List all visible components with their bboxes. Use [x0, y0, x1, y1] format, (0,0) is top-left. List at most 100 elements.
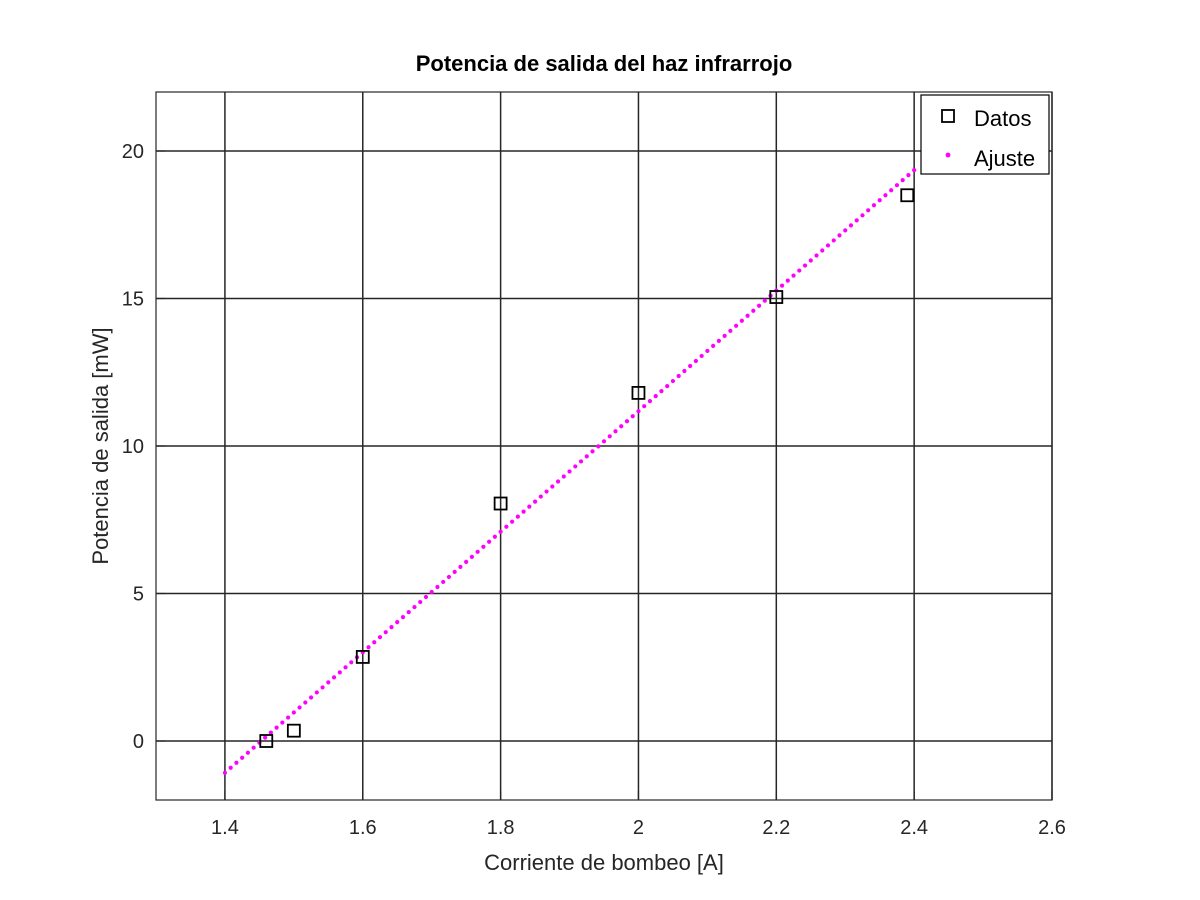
fit-point — [532, 499, 538, 504]
x-tick-label: 1.6 — [349, 817, 377, 839]
fit-point — [573, 464, 578, 469]
fit-point — [487, 539, 492, 544]
fit-point — [716, 338, 721, 343]
plot-area-frame — [155, 91, 1053, 801]
fit-point — [653, 394, 658, 399]
fit-point — [596, 444, 601, 449]
grid — [156, 92, 1053, 800]
x-axis-label: Corriente de bombeo [A] — [484, 850, 724, 875]
fit-point — [510, 519, 515, 524]
fit-point — [274, 725, 279, 730]
fit-series — [222, 168, 917, 775]
fit-point — [406, 609, 411, 615]
fit-point — [578, 459, 584, 464]
fit-point — [240, 755, 245, 760]
legend-box — [920, 94, 1050, 175]
fit-point — [699, 353, 704, 359]
data-series — [259, 188, 915, 748]
fit-point — [464, 559, 469, 564]
fit-point — [481, 544, 486, 549]
fit-point — [848, 223, 854, 228]
legend: Datos Ajuste — [920, 94, 1050, 175]
fit-point — [739, 318, 744, 323]
fit-point — [837, 233, 842, 238]
chart-title: Potencia de salida del haz infrarrojo — [416, 51, 793, 76]
fit-point — [802, 263, 808, 268]
fit-point — [492, 534, 497, 539]
fit-point — [779, 283, 785, 288]
data-point — [259, 734, 274, 748]
fit-point — [590, 449, 595, 454]
fit-point — [418, 599, 423, 605]
fit-point — [567, 469, 572, 474]
fit-point — [389, 625, 394, 630]
fit-point — [412, 604, 417, 610]
fit-point — [383, 630, 388, 635]
fit-point — [245, 750, 250, 755]
fit-point — [297, 705, 302, 710]
fit-point — [441, 579, 446, 585]
fit-point — [762, 298, 767, 303]
fit-point — [894, 183, 900, 188]
x-tick-label: 2 — [633, 817, 644, 839]
fit-point — [504, 524, 509, 529]
y-tick-label: 20 — [122, 141, 144, 163]
fit-point — [665, 383, 670, 389]
fit-point — [745, 313, 750, 318]
fit-point — [280, 720, 285, 725]
fit-point — [263, 735, 268, 740]
fit-point — [636, 409, 641, 414]
fit-point — [647, 399, 653, 404]
fit-point — [423, 594, 429, 600]
data-point — [286, 723, 301, 738]
fit-point — [814, 253, 819, 258]
fit-point — [469, 554, 474, 559]
fit-point — [550, 484, 555, 489]
fit-point — [268, 730, 273, 735]
fit-point — [613, 429, 618, 434]
fit-point — [877, 198, 882, 203]
y-tick-label: 0 — [133, 731, 144, 753]
legend-label-ajuste: Ajuste — [974, 146, 1035, 171]
fit-point — [314, 690, 319, 695]
fit-point — [377, 635, 383, 640]
fit-point — [400, 615, 406, 620]
fit-point — [791, 273, 796, 278]
fit-point — [337, 670, 342, 675]
fit-point — [538, 494, 543, 499]
fit-point — [584, 454, 589, 459]
fit-point — [326, 680, 331, 685]
fit-point — [843, 228, 848, 233]
x-tick-label: 2.2 — [762, 817, 790, 839]
fit-point — [889, 188, 894, 193]
fit-point — [630, 414, 635, 419]
fit-point — [343, 665, 348, 670]
fit-point — [883, 193, 888, 198]
fit-point — [544, 489, 549, 494]
fit-point — [308, 695, 314, 700]
fit-point — [366, 645, 371, 650]
fit-point — [234, 760, 239, 765]
fit-point — [711, 343, 716, 348]
fit-point — [527, 504, 532, 509]
fit-point — [395, 620, 400, 625]
fit-point — [251, 745, 256, 750]
x-tick-label: 2.4 — [900, 817, 928, 839]
y-axis-label: Potencia de salida [mW] — [88, 327, 113, 564]
fit-point — [912, 168, 917, 173]
fit-point — [286, 715, 291, 720]
fit-point — [797, 268, 802, 273]
fit-point — [624, 419, 630, 424]
y-tick-label: 15 — [122, 289, 144, 311]
fit-point — [303, 700, 308, 705]
x-tick-label: 2.6 — [1038, 817, 1066, 839]
fit-point — [561, 474, 566, 479]
fit-point — [831, 238, 836, 243]
fit-point — [693, 358, 698, 364]
data-point — [355, 650, 370, 664]
fit-point — [349, 660, 354, 665]
fit-point — [670, 378, 676, 384]
fit-point — [291, 710, 296, 715]
data-point — [631, 385, 646, 400]
